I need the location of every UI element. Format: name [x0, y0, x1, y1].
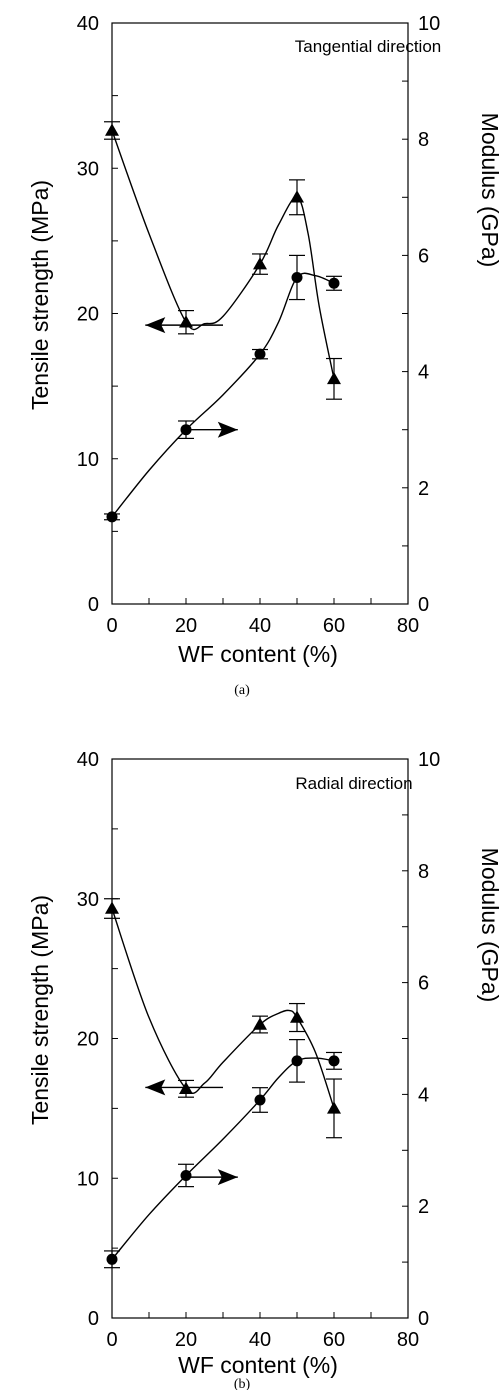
panel-b-y-tick-label: 20 [77, 1029, 99, 1051]
panel-b-point-modulus [328, 1055, 340, 1067]
panel-b-point-strength [327, 1101, 341, 1114]
panel-a-y2-tick-label: 8 [418, 129, 429, 151]
panel-b-plot-frame [111, 758, 409, 1319]
panel-b-x-tick-label: 20 [175, 1329, 197, 1351]
panel-a-annotation: Tangential direction [295, 37, 441, 56]
panel-a-y2-tick-label: 4 [418, 362, 429, 384]
panel-a-x-tick-label: 80 [397, 615, 419, 637]
panel-b-arrow-left-head [145, 1079, 166, 1096]
panel-b-x-tick-label: 60 [323, 1329, 345, 1351]
panel-b-y2label: Modulus (GPa) [477, 848, 501, 1003]
panel-b-xlabel: WF content (%) [178, 1352, 338, 1378]
panel-a-point-strength [253, 257, 267, 270]
panel-a-point-modulus [291, 271, 303, 283]
panel-b-curve-modulus [111, 1057, 335, 1260]
panel-b-y2-tick-label: 6 [418, 973, 429, 995]
panel-a-caption: (a) [234, 683, 250, 698]
panel-a-xlabel: WF content (%) [178, 641, 338, 667]
panel-b-y2-tick-label: 0 [418, 1308, 429, 1330]
panel-a-y2-tick-label: 2 [418, 478, 429, 500]
panel-b-point-strength [179, 1081, 193, 1095]
panel-a-ylabel: Tensile strength (MPa) [27, 180, 53, 410]
panel-a-arrow-right-head [217, 421, 238, 438]
panel-a-y-tick-label: 10 [77, 449, 99, 471]
panel-b-arrow-right-head [217, 1169, 238, 1186]
panel-b: Radial direction WF content (%) Tensile … [27, 749, 501, 1390]
panel-a-curve-strength [111, 130, 335, 380]
panel-b-point-modulus [254, 1094, 266, 1106]
panel-b-point-modulus [180, 1169, 192, 1181]
panel-b-x-tick-label: 80 [397, 1329, 419, 1351]
panel-a-y-tick-label: 40 [77, 13, 99, 35]
panel-b-point-modulus [291, 1055, 303, 1067]
panel-a: Tangential direction WF content (%) Tens… [27, 13, 501, 698]
panel-a-x-tick-label: 20 [175, 615, 197, 637]
panel-b-ylabel: Tensile strength (MPa) [27, 895, 53, 1125]
panel-a-x-tick-label: 0 [106, 615, 117, 637]
panel-a-y-tick-label: 30 [77, 158, 99, 180]
panel-a-point-strength [290, 190, 304, 203]
panel-a-arrow-left-head [145, 317, 166, 334]
panel-b-y-tick-label: 40 [77, 749, 99, 771]
panel-a-point-modulus [254, 348, 266, 360]
panel-a-y2label: Modulus (GPa) [477, 113, 501, 268]
panel-b-x-tick-label: 0 [106, 1329, 117, 1351]
panel-a-point-modulus [328, 277, 340, 289]
panel-a-x-tick-label: 40 [249, 615, 271, 637]
panel-a-y2-tick-label: 10 [418, 13, 440, 35]
panel-b-y2-tick-label: 4 [418, 1084, 429, 1106]
panel-a-point-strength [179, 315, 193, 328]
panel-a-x-tick-label: 60 [323, 615, 345, 637]
panel-a-point-modulus [180, 424, 192, 436]
panel-b-y-tick-label: 10 [77, 1168, 99, 1190]
panel-a-point-strength [327, 371, 341, 385]
panel-b-point-modulus [106, 1253, 118, 1265]
panel-a-point-strength [105, 123, 119, 136]
panel-b-y2-tick-label: 2 [418, 1196, 429, 1218]
panel-a-y-tick-label: 0 [88, 594, 99, 616]
panel-a-y2-tick-label: 6 [418, 245, 429, 267]
panel-b-point-strength [290, 1010, 304, 1023]
panel-b-y-tick-label: 0 [88, 1308, 99, 1330]
panel-b-annotation: Radial direction [295, 774, 412, 793]
panel-a-point-modulus [106, 511, 118, 523]
panel-b-x-tick-label: 40 [249, 1329, 271, 1351]
panel-b-y-tick-label: 30 [77, 889, 99, 911]
panel-a-plot-frame [111, 22, 409, 605]
panel-b-point-strength [105, 901, 119, 914]
panel-b-point-strength [253, 1017, 267, 1030]
panel-b-caption: (b) [234, 1377, 251, 1390]
panel-a-curve-modulus [111, 272, 335, 518]
panel-b-y2-tick-label: 8 [418, 861, 429, 883]
panel-a-y-tick-label: 20 [77, 304, 99, 326]
panel-b-curve-strength [111, 908, 335, 1109]
panel-a-y2-tick-label: 0 [418, 594, 429, 616]
panel-b-y2-tick-label: 10 [418, 749, 440, 771]
